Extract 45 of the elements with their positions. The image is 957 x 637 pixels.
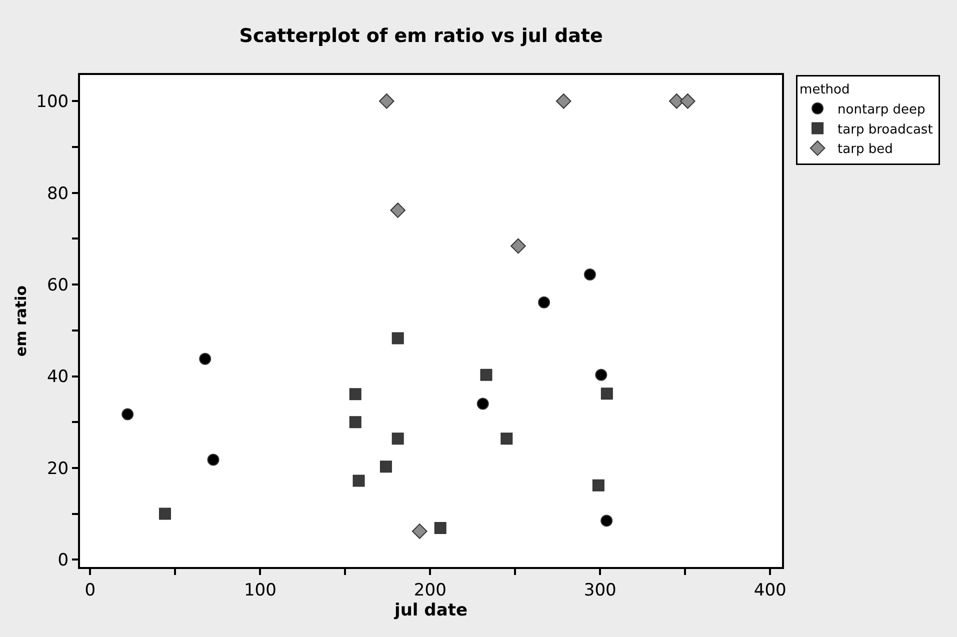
legend-label: nontarp deep — [838, 102, 926, 118]
point — [390, 202, 406, 218]
point — [378, 93, 394, 109]
point — [600, 514, 613, 527]
y-tick-label: 60 — [46, 276, 69, 296]
y-tick-label: 0 — [58, 550, 69, 571]
y-axis-title: em ratio — [12, 285, 30, 357]
point — [510, 238, 526, 254]
point — [595, 368, 608, 381]
point — [476, 398, 489, 410]
legend-label: tarp bed — [838, 142, 893, 158]
legend-title: method — [800, 82, 850, 98]
point — [434, 522, 446, 534]
point — [668, 93, 684, 109]
y-tick-label: 20 — [46, 458, 69, 479]
point — [352, 474, 365, 487]
point — [349, 416, 362, 428]
y-tick-label: 100 — [36, 92, 69, 112]
x-tick-label: 300 — [584, 580, 616, 600]
y-tick-label: 40 — [46, 367, 69, 388]
point — [500, 432, 513, 445]
point — [584, 268, 596, 280]
point — [556, 93, 572, 109]
chart-title: Scatterplot of em ratio vs jul date — [239, 24, 603, 47]
point — [392, 432, 404, 445]
point — [122, 408, 134, 420]
point — [680, 93, 696, 109]
point — [158, 508, 171, 520]
point — [412, 524, 428, 539]
x-axis-title: jul date — [394, 600, 468, 620]
x-tick-label: 100 — [244, 580, 276, 600]
point — [199, 352, 212, 365]
point — [592, 479, 604, 492]
y-tick-label: 80 — [46, 184, 69, 204]
x-tick-label: 400 — [754, 580, 786, 600]
legend-label: tarp broadcast — [838, 122, 933, 138]
point — [480, 368, 492, 381]
point — [380, 460, 392, 473]
point — [207, 454, 220, 466]
x-tick-label: 200 — [414, 580, 446, 600]
point — [538, 296, 550, 308]
point — [392, 332, 404, 344]
x-tick-label: 0 — [84, 580, 96, 600]
point — [600, 388, 613, 400]
point — [349, 388, 362, 400]
